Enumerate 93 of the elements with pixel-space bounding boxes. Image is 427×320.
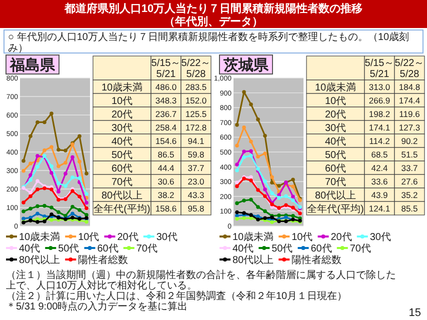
legend-label: 40代 — [232, 244, 254, 254]
text: 10代 — [111, 96, 133, 107]
text: 60代 — [324, 164, 346, 174]
text: 43.3 — [188, 190, 205, 200]
text: 33.6 — [371, 176, 388, 186]
legend-label: 60代 — [97, 244, 118, 254]
text: （注１）当該期間（週）中の新規陽性者数の合計を、各年齢階層に属する人口で除した上で、人口10万人対比で相対化している。 — [6, 269, 396, 292]
text: 5/15～ 5/21 — [151, 58, 181, 80]
text: 85.5 — [401, 204, 418, 214]
text: 127.3 — [398, 122, 420, 132]
text: 20代 — [111, 110, 133, 120]
chart-title: 福島県 — [9, 57, 56, 74]
legend-label: 20代 — [117, 232, 138, 243]
text: 95.8 — [188, 204, 205, 214]
text: ○ 年代別の人口10万人当たり７日間累積新規陽性者数を時系列で整理したもの。（10歳刻み） — [8, 31, 410, 54]
text: 283.5 — [185, 82, 207, 92]
legend-label: 80代以上 — [19, 254, 60, 266]
legend-label: 陽性者総数 — [78, 254, 128, 266]
text: 43.9 — [371, 190, 388, 200]
text: 5/15～ 5/21 — [364, 58, 394, 80]
text: 37.7 — [188, 163, 205, 173]
text: 119.6 — [399, 109, 420, 119]
text: 40代 — [111, 136, 133, 148]
legend-label: 30代 — [156, 232, 178, 243]
text: （注２）計算に用いた人口は、令和２年国勢調査（令和２年10月１日現在） — [6, 290, 348, 302]
text: 152.0 — [185, 96, 207, 106]
legend-label: 10代 — [78, 232, 100, 243]
text: 125.5 — [185, 109, 207, 119]
text: 30代 — [324, 123, 346, 134]
text: 都道府県別人口10万人当たり７日間累積新規陽性者数の推移 — [63, 2, 363, 15]
text: 33.7 — [401, 163, 418, 173]
text: 90.2 — [401, 136, 418, 146]
legend-label: 50代 — [58, 244, 80, 254]
text: 86.5 — [158, 150, 175, 160]
text: 70代 — [324, 177, 346, 188]
chart-title: 茨城県 — [222, 57, 270, 74]
text: 94.1 — [188, 136, 205, 146]
text: 348.3 — [155, 96, 177, 106]
legend-label: 50代 — [272, 244, 293, 254]
legend-label: 60代 — [310, 244, 332, 254]
text: 5/22～ 5/28 — [394, 58, 424, 80]
legend-label: 10歳未満 — [19, 231, 60, 243]
text: 154.6 — [155, 136, 177, 146]
text: 27.6 — [401, 176, 418, 186]
text: 158.6 — [155, 204, 177, 214]
text: 10歳未満 — [101, 82, 143, 94]
text: 30代 — [111, 123, 133, 134]
text: 68.5 — [371, 150, 388, 160]
text: 174.4 — [398, 96, 420, 106]
text: 313.0 — [368, 82, 390, 92]
legend-label: 70代 — [350, 244, 371, 254]
text: 30.6 — [158, 176, 175, 186]
text: 184.8 — [398, 82, 420, 92]
text: 174.1 — [368, 122, 390, 132]
text: 40代 — [324, 136, 346, 148]
text: 80代以上 — [101, 190, 143, 202]
text: 59.8 — [188, 150, 205, 160]
text: 114.2 — [369, 136, 390, 146]
text: 44.4 — [158, 163, 175, 173]
text: 38.2 — [158, 190, 175, 200]
text: 35.2 — [401, 190, 418, 200]
text: 10歳未満 — [314, 82, 356, 94]
text: 51.5 — [401, 150, 418, 160]
legend-label: 80代以上 — [232, 254, 274, 266]
text: 266.9 — [368, 96, 390, 106]
text: 20代 — [324, 110, 346, 120]
legend-label: 10代 — [292, 232, 313, 243]
text: 23.0 — [188, 176, 205, 186]
legend-label: 陽性者総数 — [292, 254, 342, 266]
text: 50代 — [111, 150, 133, 161]
text: 10代 — [324, 96, 346, 107]
text: 全年代(平均) — [307, 203, 364, 215]
text: 80代以上 — [314, 190, 356, 202]
text: ＊5/31 9:00時点の入力データを基に算出 — [6, 300, 188, 312]
text: 236.7 — [155, 109, 177, 119]
text: 258.4 — [155, 122, 177, 132]
text: 60代 — [111, 164, 133, 174]
legend-label: 40代 — [19, 244, 40, 254]
text: 70代 — [111, 177, 133, 188]
text: 50代 — [324, 150, 346, 161]
text: （年代別、データ） — [164, 15, 263, 28]
text: 全年代(平均) — [94, 203, 150, 215]
text: 5/22～ 5/28 — [181, 58, 211, 80]
legend-label: 30代 — [370, 232, 391, 243]
text: 486.0 — [155, 82, 177, 92]
text: 42.4 — [371, 163, 388, 173]
text: 124.1 — [368, 204, 390, 214]
legend-label: 70代 — [136, 244, 158, 254]
text: 198.2 — [368, 109, 390, 119]
text: 15 — [408, 307, 421, 319]
legend-label: 10歳未満 — [232, 231, 274, 243]
text: 172.8 — [185, 122, 207, 132]
legend-label: 20代 — [330, 232, 352, 243]
